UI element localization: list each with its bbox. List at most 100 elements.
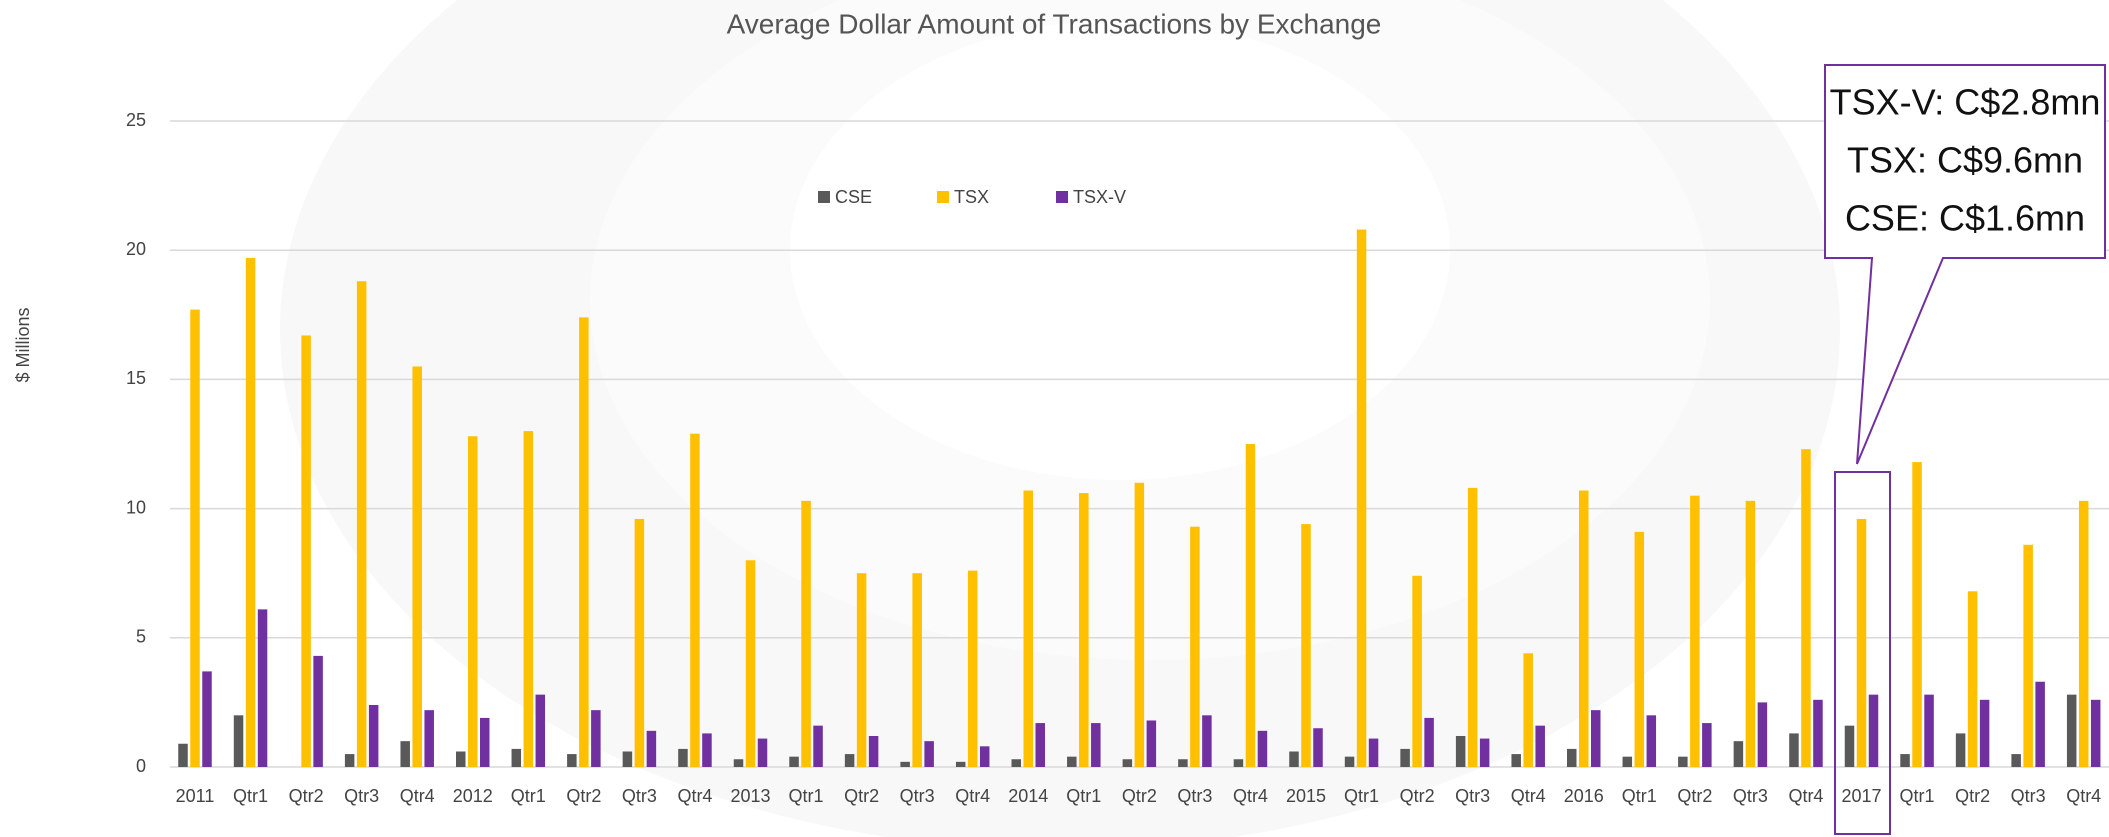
bar: [1622, 756, 1633, 767]
bar: [1924, 694, 1934, 767]
bar: [955, 761, 966, 767]
bar: [412, 366, 422, 767]
bar: [1356, 229, 1367, 767]
bar: [202, 671, 212, 767]
bar: [523, 431, 534, 767]
bar: [1368, 738, 1379, 767]
bar: [1912, 462, 1922, 767]
bar: [912, 573, 922, 767]
y-axis-label: $ Millions: [13, 307, 33, 382]
bar: [2090, 699, 2101, 767]
bar: [1979, 699, 1990, 767]
y-tick-label: 15: [126, 368, 146, 388]
bar: [1400, 748, 1410, 767]
annotation: TSX-V: C$2.8mn: [1830, 82, 2101, 123]
x-tick-label: Qtr3: [2011, 786, 2046, 806]
x-tick-label: Qtr1: [789, 786, 824, 806]
bar: [1567, 748, 1577, 767]
x-tick-label: Qtr1: [1066, 786, 1101, 806]
bar: [1467, 487, 1478, 767]
bar: [1678, 756, 1688, 767]
annotations: TSX-V: C$2.8mn TSX: C$9.6mn CSE: C$1.6mn: [1830, 82, 2101, 239]
bar: [233, 715, 244, 767]
bar: [1900, 754, 1910, 767]
bar: [1579, 490, 1589, 767]
x-tick-label: Qtr1: [1344, 786, 1379, 806]
bar: [967, 570, 978, 767]
bar: [1813, 699, 1823, 767]
bar: [2011, 754, 2021, 767]
y-tick-label: 5: [136, 627, 146, 647]
annotation: CSE: C$1.6mn: [1845, 198, 2085, 239]
bar: [313, 655, 323, 767]
x-tick-label: 2016: [1564, 786, 1604, 806]
legend-label: TSX-V: [1073, 187, 1126, 207]
bar: [511, 748, 522, 767]
bar: [1634, 531, 1645, 767]
bar: [1455, 735, 1466, 767]
bar: [1067, 756, 1077, 767]
bar: [178, 743, 188, 767]
annotation: TSX: C$9.6mn: [1847, 140, 2083, 181]
bar: [456, 751, 466, 767]
x-tick-label: Qtr2: [1955, 786, 1990, 806]
bar: [1789, 733, 1799, 767]
bar: [1479, 738, 1490, 767]
bar: [678, 748, 688, 767]
bar: [1289, 751, 1299, 767]
bar: [1535, 725, 1545, 767]
bar: [634, 518, 645, 767]
x-tick-label: Qtr3: [1455, 786, 1490, 806]
bars: [178, 229, 2101, 767]
bar: [356, 281, 367, 767]
y-tick-label: 25: [126, 110, 146, 130]
bar: [1202, 715, 1212, 767]
bar: [190, 309, 200, 767]
legend-swatch: [818, 191, 830, 203]
bar: [1591, 710, 1601, 767]
bar: [1646, 715, 1657, 767]
callout-box: [1824, 64, 2106, 465]
bar: [480, 717, 490, 767]
bar: [979, 746, 990, 767]
bar: [868, 735, 879, 767]
bar: [1134, 482, 1145, 767]
x-tick-label: Qtr3: [622, 786, 657, 806]
x-tick-label: 2013: [730, 786, 770, 806]
bar: [856, 573, 867, 767]
bar: [535, 694, 546, 767]
bar: [2023, 544, 2033, 767]
bar: [2066, 694, 2077, 767]
bar: [245, 257, 256, 767]
bar: [789, 756, 799, 767]
x-tick-label: Qtr1: [1622, 786, 1657, 806]
bar: [745, 560, 756, 767]
bar: [702, 733, 712, 767]
background-swirl: [280, 0, 1840, 837]
labels: 0 5 10 15 20 25 2011 Qtr1 Qtr2 Qtr3 Qtr4 2012 Qtr1 Qt…: [126, 110, 2101, 806]
x-tick-label: Qtr2: [289, 786, 324, 806]
bar: [1745, 500, 1756, 767]
bar: [1424, 717, 1434, 767]
bar: [924, 741, 934, 767]
bar: [1523, 653, 1533, 767]
x-tick-label: Qtr1: [511, 786, 546, 806]
x-tick-label: 2015: [1286, 786, 1326, 806]
bar: [1257, 730, 1268, 767]
x-tick-label: Qtr2: [844, 786, 879, 806]
x-tick-label: Qtr3: [1177, 786, 1212, 806]
bar: [579, 317, 589, 767]
bar: [646, 730, 657, 767]
bar: [400, 741, 410, 767]
bar: [1190, 526, 1200, 767]
x-tick-label: Qtr1: [1900, 786, 1935, 806]
x-tick-label: Qtr4: [2066, 786, 2101, 806]
x-tick-label: Qtr2: [1400, 786, 1435, 806]
bar: [1011, 759, 1021, 767]
bar: [1122, 759, 1133, 767]
x-tick-label: Qtr3: [344, 786, 379, 806]
bar: [1412, 575, 1422, 767]
bar: [1844, 725, 1855, 767]
bar: [844, 754, 855, 767]
